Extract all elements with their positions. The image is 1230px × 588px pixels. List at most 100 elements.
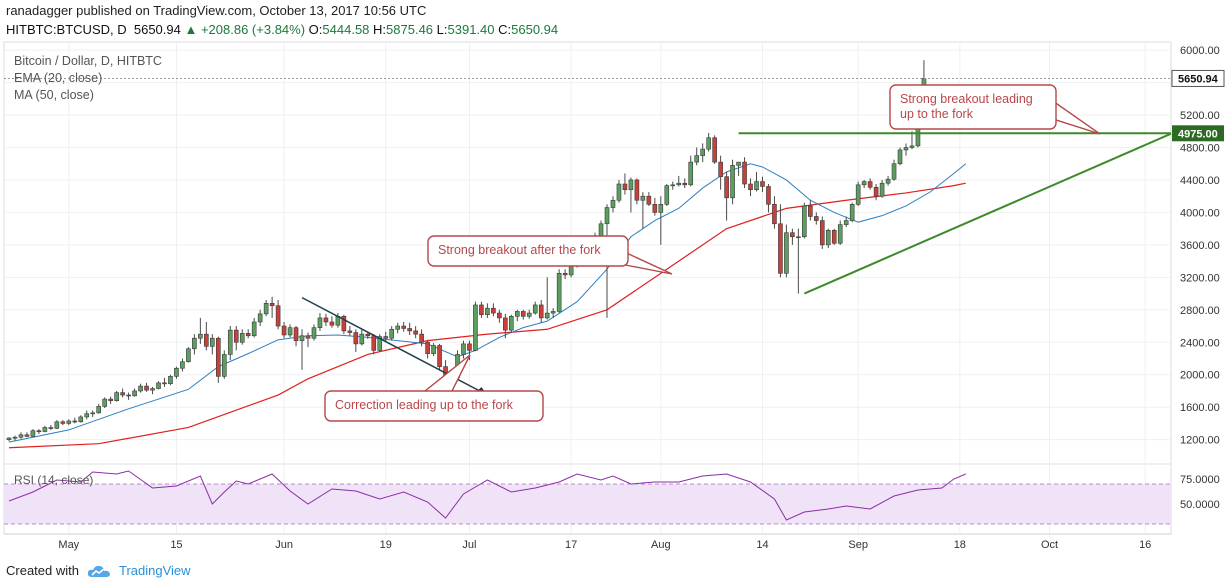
last-price-label: 5650.94 bbox=[1178, 73, 1219, 85]
candle bbox=[706, 137, 711, 150]
candle bbox=[257, 313, 263, 323]
high-label: H: bbox=[373, 22, 387, 37]
candle bbox=[724, 176, 729, 199]
candle bbox=[509, 315, 514, 331]
candle bbox=[903, 147, 909, 151]
candle bbox=[867, 181, 873, 188]
candle bbox=[48, 427, 54, 429]
candle bbox=[796, 236, 801, 239]
candle bbox=[269, 303, 275, 307]
callout-mid: Strong breakout after the fork bbox=[427, 235, 673, 275]
candle bbox=[855, 184, 861, 205]
tradingview-brand[interactable]: TradingView bbox=[118, 563, 191, 578]
x-tick-label: 17 bbox=[565, 539, 577, 551]
candle bbox=[754, 181, 759, 190]
created-with-text: Created with bbox=[6, 563, 79, 578]
y-tick-label: 5200.00 bbox=[1180, 110, 1220, 122]
candle bbox=[849, 204, 855, 221]
candle bbox=[347, 330, 353, 333]
candle bbox=[365, 333, 371, 337]
candle bbox=[682, 182, 688, 186]
candle bbox=[831, 229, 837, 244]
candle bbox=[479, 304, 484, 315]
candle bbox=[317, 317, 323, 328]
candle bbox=[281, 325, 287, 336]
candle bbox=[251, 321, 257, 337]
candle bbox=[359, 333, 365, 345]
candle bbox=[168, 376, 173, 384]
close-value: 5650.94 bbox=[511, 22, 559, 37]
candle bbox=[227, 329, 233, 355]
candle bbox=[861, 181, 867, 186]
y-tick-label: 4800.00 bbox=[1180, 143, 1220, 155]
y-tick-label: 2400.00 bbox=[1180, 337, 1220, 349]
candle bbox=[520, 311, 526, 317]
candle bbox=[604, 207, 610, 225]
ema-20-line bbox=[8, 163, 967, 443]
low-label: L: bbox=[436, 22, 448, 37]
candle bbox=[180, 361, 185, 369]
candle bbox=[825, 229, 831, 246]
candle bbox=[150, 388, 155, 391]
rsi-indicator bbox=[4, 470, 1171, 525]
candle bbox=[473, 304, 478, 351]
callout-low: Correction leading up to the fork bbox=[324, 354, 544, 422]
candle bbox=[156, 382, 161, 389]
candle bbox=[616, 183, 622, 201]
candle bbox=[879, 182, 885, 197]
candle bbox=[562, 272, 568, 276]
symbol-name: HITBTC:BTCUSD, D bbox=[6, 22, 127, 37]
footer: Created with TradingView bbox=[6, 563, 191, 578]
candle bbox=[84, 413, 90, 418]
candle bbox=[126, 394, 131, 397]
candle bbox=[377, 336, 383, 351]
candle bbox=[885, 178, 891, 184]
legend-rsi: RSI (14, close) bbox=[14, 473, 94, 487]
rsi-tick-label: 50.0000 bbox=[1180, 499, 1220, 511]
candle bbox=[144, 385, 149, 391]
candle bbox=[54, 421, 60, 429]
symbol-quote-line: HITBTC:BTCUSD, D 5650.94 ▲ +208.86 (+3.8… bbox=[6, 22, 558, 37]
candle bbox=[712, 137, 717, 163]
candle bbox=[132, 390, 137, 397]
candle bbox=[233, 329, 239, 343]
candle bbox=[467, 343, 472, 351]
x-tick-label: 19 bbox=[380, 539, 392, 551]
x-tick-label: Jun bbox=[275, 539, 293, 551]
candle bbox=[778, 223, 783, 274]
candle bbox=[287, 327, 293, 336]
rsi-band bbox=[4, 484, 1171, 524]
legend-ema: EMA (20, close) bbox=[14, 71, 103, 85]
candle bbox=[18, 434, 24, 438]
candle bbox=[275, 305, 281, 327]
candle bbox=[24, 434, 30, 437]
candle bbox=[293, 327, 299, 341]
candle bbox=[819, 220, 825, 246]
open-value: 5444.58 bbox=[322, 22, 370, 37]
y-tick-label: 3200.00 bbox=[1180, 272, 1220, 284]
candle bbox=[538, 304, 544, 319]
candle bbox=[652, 204, 658, 213]
candle bbox=[461, 343, 466, 355]
candle bbox=[6, 437, 12, 440]
candle bbox=[389, 328, 395, 339]
candle bbox=[12, 436, 18, 439]
y-tick-label: 2000.00 bbox=[1180, 370, 1220, 382]
candle bbox=[66, 420, 72, 424]
candle bbox=[437, 345, 442, 367]
candle bbox=[425, 341, 430, 354]
candle bbox=[843, 220, 849, 225]
candle bbox=[514, 311, 520, 317]
candle bbox=[694, 155, 700, 163]
candle bbox=[622, 183, 628, 190]
callout-text: up to the fork bbox=[900, 107, 974, 121]
candle bbox=[431, 345, 436, 354]
candle bbox=[772, 204, 777, 225]
low-value: 5391.40 bbox=[447, 22, 495, 37]
candle bbox=[718, 161, 723, 178]
candle bbox=[491, 307, 496, 314]
x-tick-label: 15 bbox=[170, 539, 182, 551]
